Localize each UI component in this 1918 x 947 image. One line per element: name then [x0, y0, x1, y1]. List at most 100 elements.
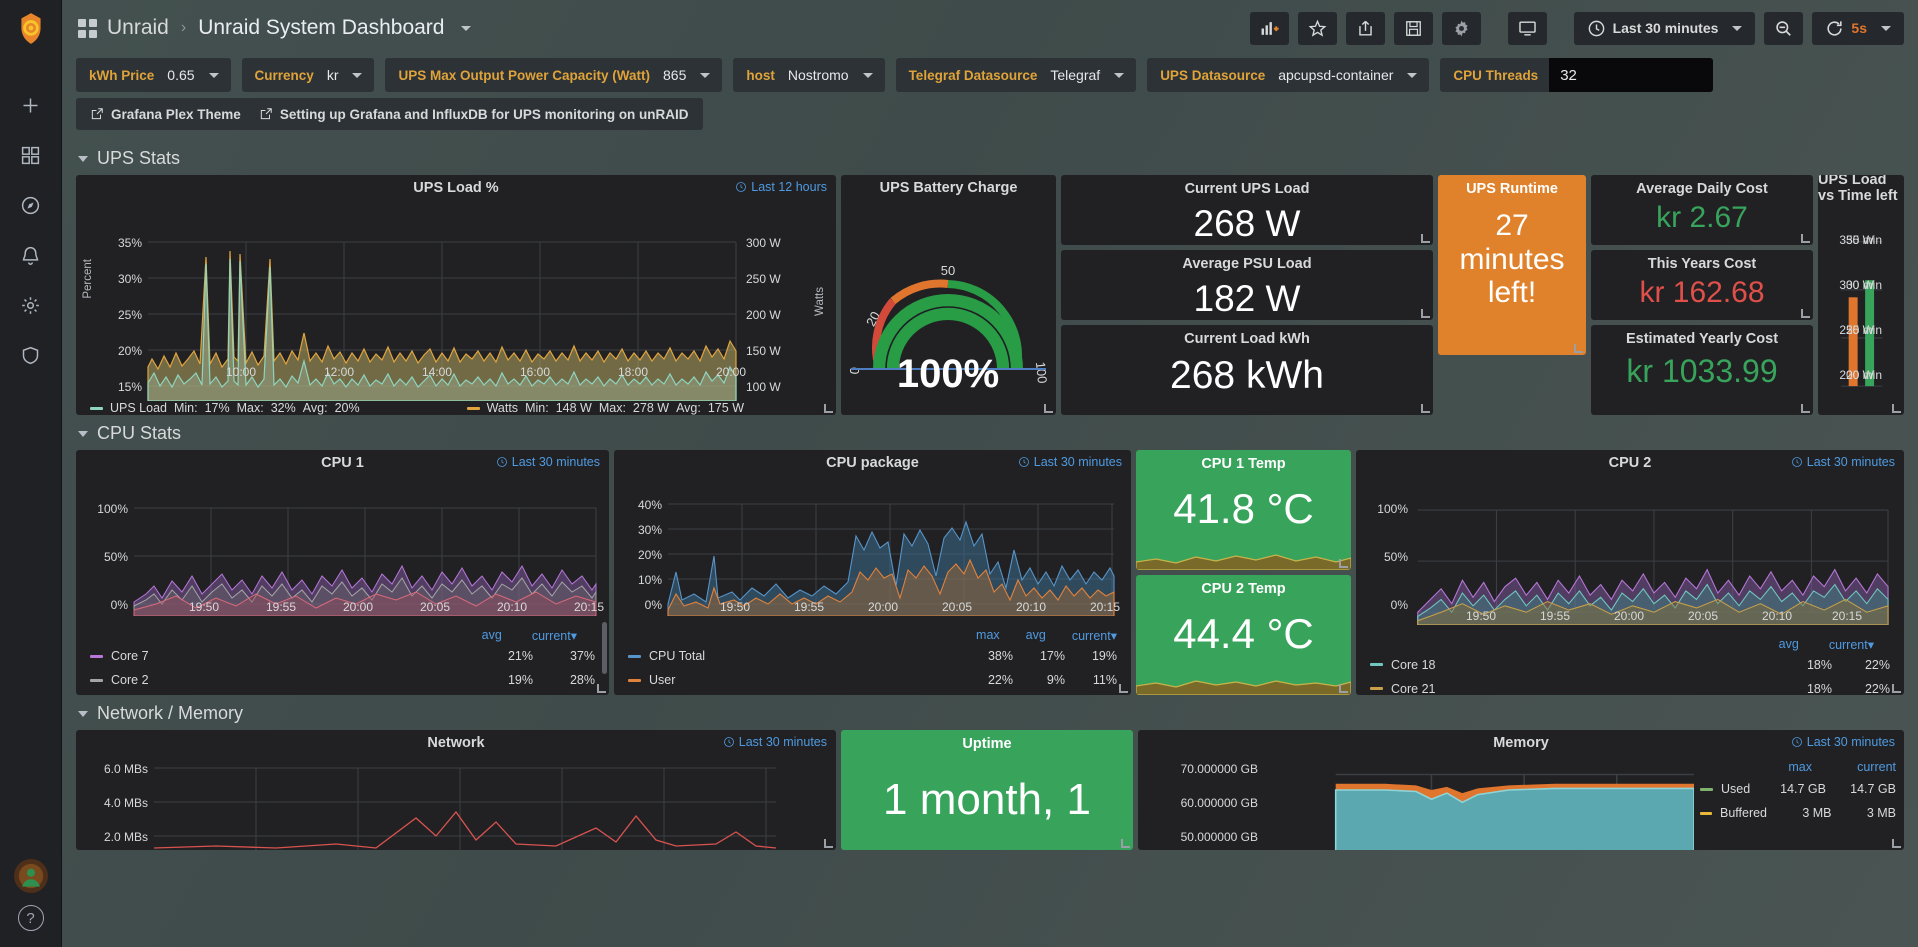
- legend-header-current[interactable]: current▾: [1828, 637, 1874, 652]
- y-tick: 250 W: [1839, 323, 1874, 337]
- panel-resize-handle[interactable]: [597, 684, 606, 693]
- page-title[interactable]: Unraid System Dashboard: [198, 16, 445, 39]
- variable-ups-max-output-power-capacity[interactable]: UPS Max Output Power Capacity (Watt) 865: [385, 58, 723, 92]
- variable-label: Telegraf Datasource: [908, 67, 1038, 83]
- variable-value[interactable]: 0.65: [165, 67, 230, 83]
- panel-resize-handle[interactable]: [1892, 404, 1901, 413]
- legend-current: 19%: [1091, 649, 1117, 663]
- cpu-threads-input[interactable]: [1549, 58, 1714, 92]
- variable-cpu-threads[interactable]: CPU Threads: [1440, 58, 1714, 92]
- variable-host[interactable]: host Nostromo: [733, 58, 885, 92]
- stat-title: This Years Cost: [1647, 256, 1757, 272]
- panel-resize-handle[interactable]: [1339, 559, 1348, 568]
- panel-cpu-2-temp[interactable]: CPU 2 Temp 44.4 °C: [1136, 575, 1351, 695]
- clock-icon: [1791, 737, 1802, 747]
- legend-scrollbar[interactable]: [602, 622, 607, 674]
- sidebar-item-create[interactable]: [5, 80, 57, 130]
- legend-current: 14.7 GB: [1850, 782, 1896, 796]
- tv-kiosk-button[interactable]: [1507, 11, 1547, 45]
- panel-current-ups-load[interactable]: Current UPS Load 268 W: [1061, 175, 1433, 245]
- panel-resize-handle[interactable]: [1421, 309, 1430, 318]
- cpu-package-legend[interactable]: max avg current▾ CPU Total 38% 17% 19%: [614, 616, 1131, 687]
- panel-resize-handle[interactable]: [1339, 684, 1348, 693]
- time-range-picker[interactable]: Last 30 minutes: [1573, 11, 1756, 45]
- ups-load-vs-time-plot[interactable]: 350 W 300 W 250 W 200 W 35 min 30 min 25…: [1818, 201, 1904, 415]
- ups-monitoring-guide-link[interactable]: Setting up Grafana and InfluxDB for UPS …: [259, 107, 689, 122]
- panel-resize-handle[interactable]: [1421, 404, 1430, 413]
- sidebar-item-dashboards[interactable]: [5, 130, 57, 180]
- panel-this-years-cost[interactable]: This Years Cost kr 162.68: [1591, 250, 1813, 320]
- panel-resize-handle[interactable]: [1892, 839, 1901, 848]
- save-dashboard-button[interactable]: [1393, 11, 1433, 45]
- sidebar-item-server-admin[interactable]: [5, 330, 57, 380]
- panel-resize-handle[interactable]: [1574, 344, 1583, 353]
- x-tick: 20:00: [343, 600, 374, 614]
- panel-uptime[interactable]: Uptime 1 month, 1: [841, 730, 1133, 850]
- panel-resize-handle[interactable]: [824, 839, 833, 848]
- variable-value[interactable]: 865: [661, 67, 722, 83]
- variable-telegraf-datasource[interactable]: Telegraf Datasource Telegraf: [895, 58, 1137, 92]
- cpu-2-plot[interactable]: 100% 50% 0%: [1356, 476, 1904, 625]
- panel-resize-handle[interactable]: [1119, 684, 1128, 693]
- variable-value[interactable]: kr: [325, 67, 375, 83]
- panel-resize-handle[interactable]: [1421, 234, 1430, 243]
- memory-legend[interactable]: max current Used 14.7 GB 14.7 GB: [1694, 756, 1904, 850]
- legend-item-ups-load[interactable]: UPS Load Min: 17% Max: 32% Avg: 20%: [90, 401, 360, 415]
- panel-resize-handle[interactable]: [1801, 234, 1810, 243]
- row-cpu-stats[interactable]: CPU Stats: [78, 423, 1904, 444]
- panel-cpu-1-temp[interactable]: CPU 1 Temp 41.8 °C: [1136, 450, 1351, 570]
- cpu-2-legend[interactable]: avg current▾ Core 18 18% 22% Core: [1356, 625, 1904, 695]
- panel-resize-handle[interactable]: [1801, 309, 1810, 318]
- panel-resize-handle[interactable]: [1044, 404, 1053, 413]
- sidebar-item-explore[interactable]: [5, 180, 57, 230]
- sidebar-item-alerting[interactable]: [5, 230, 57, 280]
- cpu-1-legend[interactable]: avg current▾ Core 7 21% 37% Core: [76, 616, 609, 687]
- battery-gauge[interactable]: 50 20 0 100 100%: [841, 201, 1056, 415]
- refresh-picker[interactable]: 5s: [1812, 11, 1904, 45]
- x-tick: 20:00: [716, 365, 747, 379]
- x-tick: 10:00: [226, 365, 257, 379]
- grafana-logo[interactable]: [8, 6, 54, 52]
- variable-value[interactable]: Telegraf: [1048, 67, 1136, 83]
- y-tick: 350 W: [1839, 233, 1874, 247]
- panel-ups-runtime[interactable]: UPS Runtime 27 minutes left!: [1438, 175, 1586, 355]
- cpu-stats-panels: CPU 1 Last 30 minutes 100% 50% 0%: [76, 450, 1904, 695]
- user-avatar[interactable]: [13, 859, 48, 893]
- panel-resize-handle[interactable]: [824, 404, 833, 413]
- mark-favorite-button[interactable]: [1297, 11, 1337, 45]
- grafana-plex-theme-link[interactable]: Grafana Plex Theme: [90, 107, 241, 122]
- variable-ups-datasource[interactable]: UPS Datasource apcupsd-container: [1147, 58, 1430, 92]
- variable-value[interactable]: apcupsd-container: [1276, 67, 1429, 83]
- variable-value[interactable]: Nostromo: [786, 67, 885, 83]
- cpu-1-plot[interactable]: 100% 50% 0%: [76, 476, 609, 616]
- panel-estimated-yearly-cost[interactable]: Estimated Yearly Cost kr 1033.99: [1591, 325, 1813, 415]
- chevron-down-icon[interactable]: [461, 25, 472, 31]
- panel-resize-handle[interactable]: [1892, 684, 1901, 693]
- panel-resize-handle[interactable]: [1121, 839, 1130, 848]
- row-network-memory[interactable]: Network / Memory: [78, 703, 1904, 724]
- legend-item-watts[interactable]: Watts Min: 148 W Max: 278 W Avg: 175 W: [466, 401, 744, 415]
- share-dashboard-button[interactable]: [1345, 11, 1385, 45]
- network-plot[interactable]: 6.0 MBs 4.0 MBs 2.0 MBs: [76, 756, 836, 850]
- ups-load-graph[interactable]: Percent 35% 30% 25% 20% 15% 300 W 250 W …: [76, 201, 836, 401]
- help-icon[interactable]: ?: [17, 905, 44, 931]
- panel-current-load-kwh[interactable]: Current Load kWh 268 kWh: [1061, 325, 1433, 415]
- dashboard-grid-icon[interactable]: [78, 18, 97, 38]
- legend-current: 37%: [569, 649, 595, 663]
- breadcrumb-folder[interactable]: Unraid: [107, 16, 169, 39]
- dashboard-settings-button[interactable]: [1441, 11, 1481, 45]
- zoom-out-time-button[interactable]: [1764, 11, 1804, 45]
- legend-header-current[interactable]: current▾: [531, 629, 577, 643]
- panel-average-psu-load[interactable]: Average PSU Load 182 W: [1061, 250, 1433, 320]
- variable-currency[interactable]: Currency kr: [241, 58, 375, 92]
- sidebar-item-configuration[interactable]: [5, 280, 57, 330]
- memory-plot[interactable]: 70.000000 GB 60.000000 GB 50.000000 GB: [1138, 756, 1904, 850]
- cpu-package-plot[interactable]: 40% 30% 20% 10% 0%: [614, 476, 1131, 616]
- panel-average-daily-cost[interactable]: Average Daily Cost kr 2.67: [1591, 175, 1813, 245]
- add-panel-button[interactable]: [1249, 11, 1289, 45]
- panel-resize-handle[interactable]: [1801, 404, 1810, 413]
- variable-kwh-price[interactable]: kWh Price 0.65: [76, 58, 231, 92]
- variable-label: CPU Threads: [1453, 67, 1539, 83]
- row-ups-stats[interactable]: UPS Stats: [78, 148, 1904, 169]
- legend-header-current[interactable]: current▾: [1071, 629, 1117, 643]
